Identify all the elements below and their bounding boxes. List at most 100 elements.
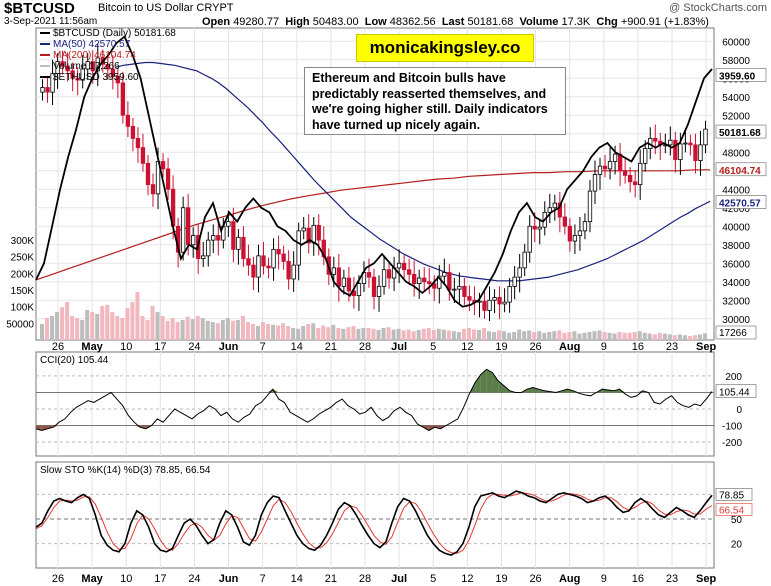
volume-bar (140, 316, 145, 340)
volume-bar (341, 328, 346, 340)
price-tick-label: 34000 (722, 278, 750, 289)
legend-entry: $BTCUSD (Daily) 50181.68 (53, 28, 176, 39)
sto-k-box (715, 488, 753, 501)
candle-body (607, 161, 613, 170)
chart-symbol: $BTCUSD (4, 0, 75, 17)
cci-overbought-fill (619, 389, 626, 393)
candle-body (331, 267, 336, 275)
candle-body (291, 264, 296, 280)
candle-body (75, 77, 80, 81)
x-tick-label: 26 (52, 573, 64, 585)
candle-body (512, 276, 517, 287)
low-label: Low (364, 16, 387, 28)
candle-body (341, 277, 347, 287)
volume-bar (632, 332, 637, 340)
price-tick-label: 40000 (722, 222, 750, 233)
volume-bar (617, 332, 622, 340)
ma200-price-tag-box (715, 162, 767, 177)
x-tick-label: 17 (154, 573, 166, 585)
candle-body (216, 235, 221, 241)
price-tick-label: 38000 (722, 241, 750, 252)
open-value: 49280.77 (233, 16, 280, 28)
candle-body (406, 269, 412, 275)
candle-body (371, 276, 377, 297)
volume-bar (170, 318, 175, 340)
volume-tag: 17266 (719, 328, 747, 339)
cci-tick-label: -100 (722, 422, 742, 433)
volume-bar (657, 332, 662, 340)
candle-body (191, 235, 196, 246)
candle-body (356, 283, 362, 297)
price-tick-label: 58000 (722, 56, 750, 67)
volume-bar (60, 307, 65, 340)
x-tick-label: 21 (325, 573, 337, 585)
candle-body (55, 61, 60, 75)
x-tick-label: Jul (391, 341, 407, 353)
high-value: 50483.00 (312, 16, 359, 28)
volume-bar (205, 320, 210, 340)
candle-body (336, 267, 341, 287)
x-tick-label: Jun (219, 573, 239, 585)
candle-body (60, 61, 65, 67)
x-tick-label: 28 (359, 573, 371, 585)
volume-bar (481, 328, 487, 340)
candle-body (311, 224, 316, 244)
candle-body (40, 87, 45, 93)
candle-body (437, 275, 442, 289)
volume-bar (396, 328, 401, 340)
volume-bar (517, 329, 522, 340)
chart-source: @ StockCharts.com (669, 2, 767, 14)
x-tick-label: 16 (632, 573, 644, 585)
volume-bar (120, 318, 125, 340)
volume-bar (476, 330, 481, 340)
candle-body (90, 61, 95, 72)
candle-body (427, 281, 432, 285)
volume-bar (366, 328, 371, 340)
volume-bar (90, 312, 95, 340)
cci-legend: CCI(20) 105.44 (40, 355, 109, 366)
x-tick-label: 7 (260, 573, 266, 585)
price-tick-label: 52000 (722, 111, 750, 122)
x-tick-label: 9 (601, 341, 607, 353)
volume-bar (175, 322, 180, 340)
volume-bar (301, 326, 306, 340)
last-value: 50181.68 (467, 16, 514, 28)
volume-bar (65, 302, 70, 340)
candle-body (206, 239, 211, 257)
candle-body (417, 277, 422, 284)
candle-body (110, 68, 115, 77)
x-tick-label: 7 (260, 341, 266, 353)
candle-body (602, 165, 608, 170)
price-tick-label: 44000 (722, 185, 750, 196)
candle-body (236, 236, 241, 250)
volume-bar (255, 326, 260, 340)
volume-tick-label: 250K (11, 253, 35, 264)
volume-bar (85, 310, 90, 340)
volume-bar (361, 328, 366, 340)
candle-body (125, 114, 131, 127)
candle-body (376, 285, 382, 297)
candle-body (226, 221, 231, 227)
candle-body (492, 297, 497, 301)
x-tick-label: 5 (430, 573, 436, 585)
volume-bar (612, 333, 617, 340)
volume-bar (507, 332, 512, 340)
volume-bar (331, 324, 336, 340)
candle-body (140, 147, 146, 164)
candle-body (597, 165, 603, 175)
candle-body (281, 253, 286, 262)
volume-bar (647, 333, 652, 340)
candle-body (301, 227, 306, 232)
low-value: 48362.56 (389, 16, 436, 28)
candle-body (150, 184, 156, 195)
candle-body (105, 63, 110, 70)
x-tick-label: 14 (291, 341, 303, 353)
candle-body (482, 300, 487, 311)
volume-bar (190, 319, 195, 340)
candle-body (547, 207, 552, 213)
x-tick-label: May (81, 341, 103, 353)
volume-bar (276, 325, 281, 340)
volume-bar (210, 322, 215, 340)
volume-bar (135, 292, 140, 340)
last-price-tag: 50181.68 (719, 128, 761, 139)
